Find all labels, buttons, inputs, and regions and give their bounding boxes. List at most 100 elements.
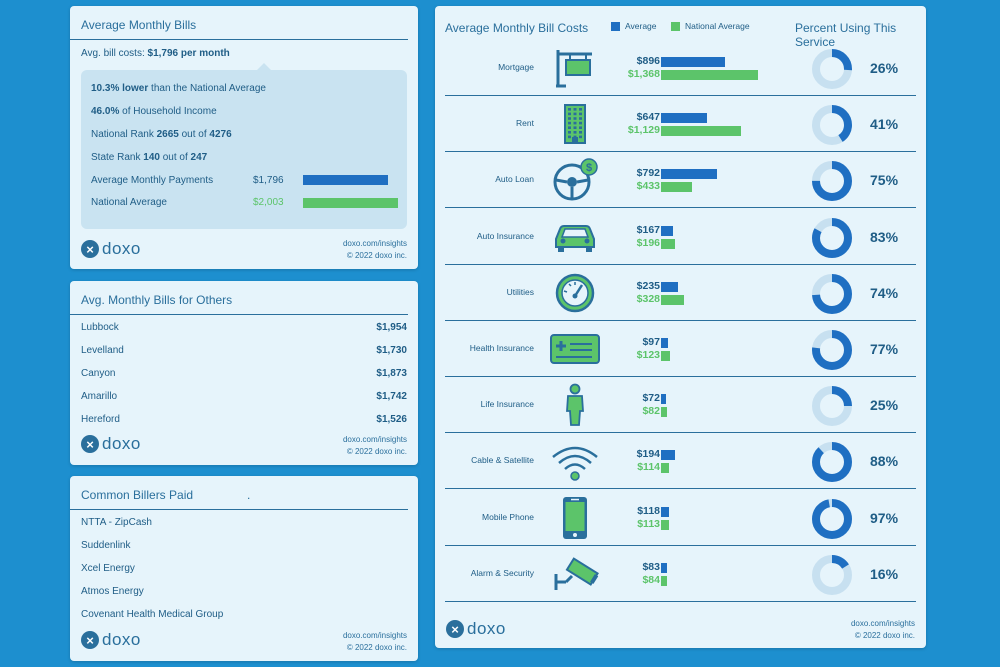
doxo-logo-icon: ×	[81, 240, 99, 258]
biller-item: Suddenlink	[81, 540, 131, 551]
percent-label: 83%	[870, 228, 899, 245]
average-value-label: $118	[637, 504, 660, 517]
national-label: National Average	[91, 197, 167, 208]
chart-row: Auto Insurance $167 $196 83%	[445, 209, 916, 265]
city-value: $1,526	[376, 414, 407, 425]
city-value: $1,954	[376, 322, 407, 333]
steering-wheel-icon: $	[550, 158, 600, 202]
wifi-icon	[550, 439, 600, 483]
percent-title: Percent Using This Service	[795, 21, 897, 49]
card-title: Avg. Monthly Bills for Others	[70, 281, 408, 315]
average-value-label: $647	[636, 111, 660, 124]
percent-label: 26%	[870, 60, 899, 76]
average-bar	[661, 113, 707, 124]
national-value-label: $113	[637, 517, 660, 530]
legend-swatch-national	[671, 21, 680, 31]
doxo-logo: × doxo	[81, 434, 141, 454]
chart-row: Utilities $235 $328 74%	[445, 265, 916, 321]
average-value-label: $83	[642, 560, 660, 573]
building-icon	[550, 102, 600, 146]
chart-row: Life Insurance $72 $82 25%	[445, 377, 916, 434]
doxo-logo-icon: ×	[446, 620, 464, 638]
average-value-label: $896	[636, 55, 660, 67]
percent-donut	[812, 49, 852, 89]
doxo-logo-icon: ×	[81, 435, 99, 453]
percent-donut	[812, 217, 852, 258]
percent-donut	[812, 330, 852, 370]
average-monthly-bills-card: Average Monthly Bills Avg. bill costs: $…	[70, 6, 418, 269]
average-bar	[661, 338, 668, 348]
gauge-icon	[550, 271, 600, 315]
city-name: Levelland	[81, 345, 124, 356]
city-row: Lubbock $1,954	[81, 322, 407, 333]
average-bar	[661, 169, 718, 180]
city-value: $1,742	[376, 391, 407, 402]
state-rank: State Rank 140 out of 247	[91, 152, 208, 163]
summary-box: 10.3% lower than the National Average 46…	[81, 63, 407, 229]
percent-donut	[812, 105, 852, 146]
city-name: Amarillo	[81, 391, 118, 402]
city-value: $1,873	[376, 368, 407, 379]
doxo-logo-icon: ×	[81, 631, 99, 649]
chart-row: Health Insurance $97 $123 77%	[445, 321, 916, 377]
percent-label: 88%	[870, 453, 899, 470]
percent-donut	[812, 273, 852, 314]
national-value-label: $328	[636, 292, 660, 305]
percent-label: 74%	[870, 284, 899, 301]
avg-bill-costs: Avg. bill costs: $1,796 per month	[81, 48, 230, 59]
average-value-label: $72	[642, 392, 660, 405]
legend-swatch-average	[611, 21, 620, 31]
city-name: Lubbock	[81, 322, 119, 333]
percent-donut	[812, 386, 852, 427]
average-bar	[661, 57, 725, 67]
percent-donut	[812, 161, 852, 202]
chart-row: Mobile Phone $118 $113 97%	[445, 490, 916, 546]
average-value-label: $235	[636, 279, 660, 292]
payments-label: Average Monthly Payments	[91, 175, 214, 186]
person-icon	[550, 383, 600, 427]
category-label: Auto Insurance	[476, 230, 534, 241]
footer: doxo.com/insights © 2022 doxo inc.	[342, 631, 407, 652]
legend-national: National Average	[671, 21, 750, 31]
city-row: Canyon $1,873	[81, 368, 407, 379]
average-bar	[661, 562, 667, 573]
payments-bar	[303, 175, 389, 185]
national-bar	[661, 126, 742, 137]
average-value-label: $167	[636, 223, 660, 236]
svg-text:$: $	[586, 162, 592, 174]
national-bar	[661, 407, 667, 418]
card-title: Common Billers Paid.	[70, 476, 408, 510]
biller-item: Covenant Health Medical Group	[81, 609, 224, 620]
doxo-logo: × doxo	[81, 239, 141, 259]
billers-card: Common Billers Paid. NTTA - ZipCash Sudde…	[70, 476, 418, 661]
national-bar	[661, 70, 758, 80]
others-card: Avg. Monthly Bills for Others Lubbock $1,…	[70, 281, 418, 465]
national-value-label: $123	[636, 349, 660, 361]
national-bar	[661, 519, 669, 530]
category-label: Rent	[516, 118, 534, 129]
average-bar	[661, 506, 670, 517]
footer: doxo.com/insights © 2022 doxo inc.	[342, 435, 407, 456]
national-bar	[661, 575, 667, 586]
national-bar	[661, 182, 692, 193]
city-row: Amarillo $1,742	[81, 391, 407, 402]
percent-label: 75%	[870, 172, 899, 189]
national-value-label: $433	[636, 180, 660, 193]
footer: doxo.com/insights © 2022 doxo inc.	[850, 619, 915, 640]
national-value-label: $1,368	[627, 68, 660, 80]
city-row: Levelland $1,730	[81, 345, 407, 356]
lower-than-national: 10.3% lower than the National Average	[91, 83, 266, 94]
national-bar	[303, 198, 398, 208]
mobile-phone-icon	[550, 496, 600, 540]
category-label: Utilities	[506, 286, 534, 297]
national-value-label: $114	[637, 461, 660, 474]
national-value: $2,003	[253, 197, 284, 208]
bill-costs-title: Average Monthly Bill Costs	[445, 21, 589, 35]
national-rank: National Rank 2665 out of 4276	[91, 129, 232, 140]
doxo-logo: × doxo	[446, 619, 506, 639]
national-bar	[661, 294, 685, 305]
category-label: Life Insurance	[480, 399, 534, 410]
average-value-label: $792	[636, 167, 660, 180]
percent-donut	[812, 498, 852, 539]
percent-label: 25%	[870, 397, 899, 414]
